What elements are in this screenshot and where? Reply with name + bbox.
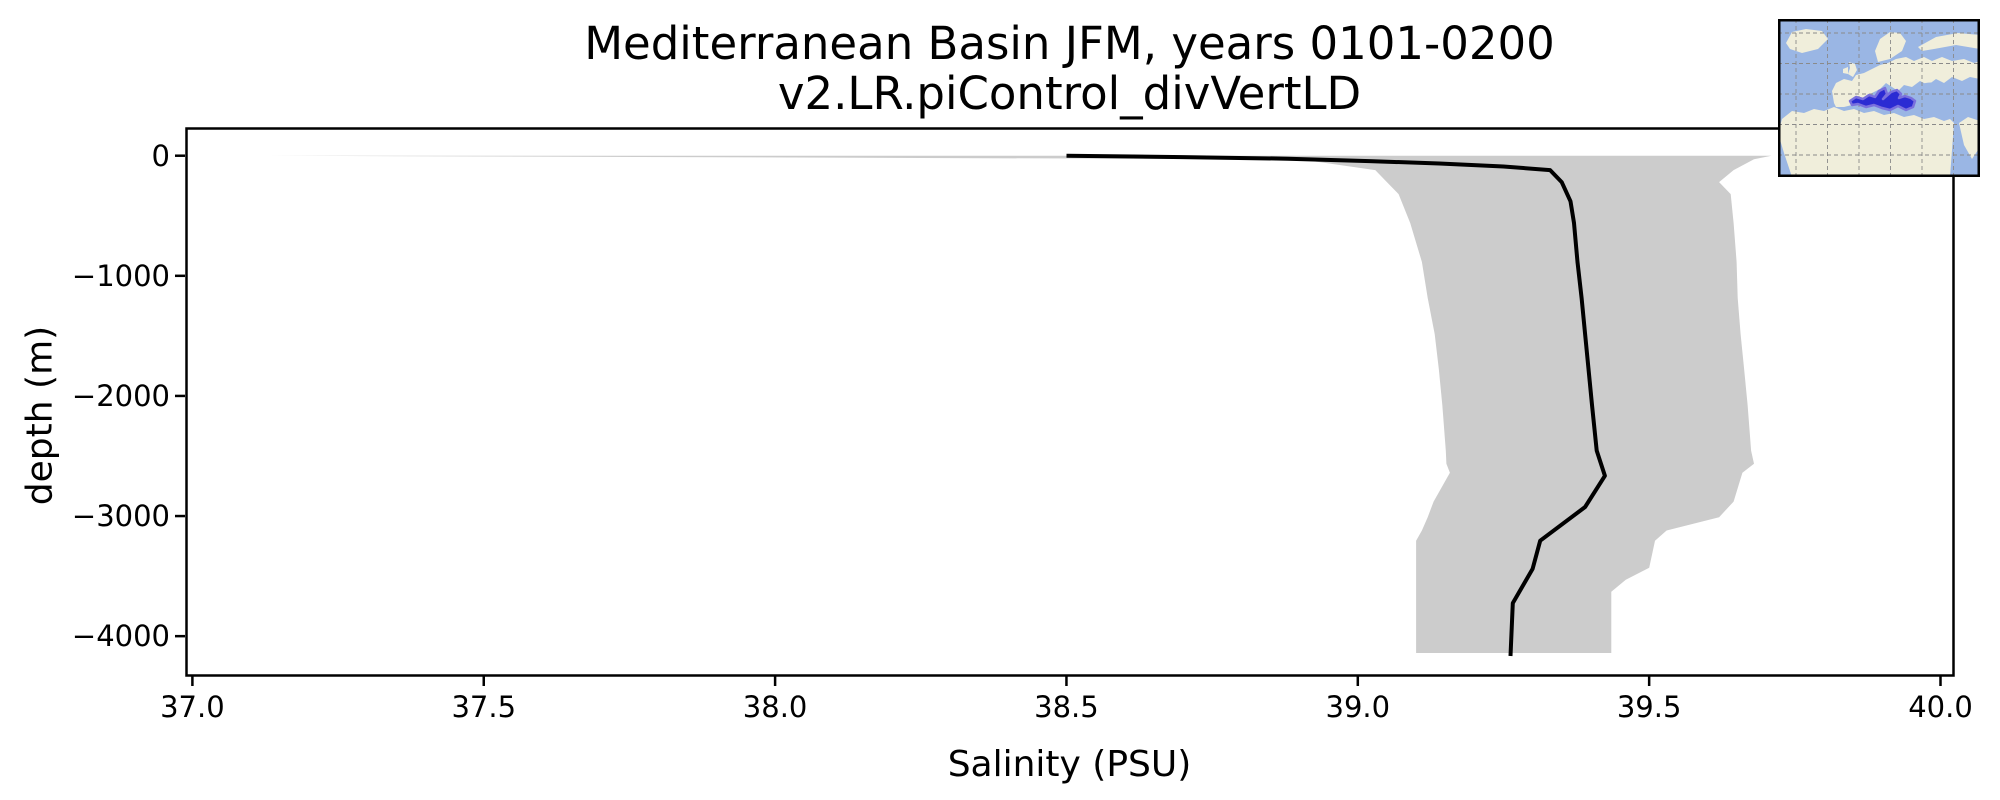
- y-tick-label: −3000: [71, 499, 170, 534]
- mediterranean-highlight: [1848, 86, 1917, 112]
- y-tick-label: −1000: [71, 258, 170, 293]
- min-max-envelope-band: [268, 155, 1772, 653]
- x-axis-label: Salinity (PSU): [947, 744, 1192, 785]
- map-border: [1778, 19, 1980, 177]
- x-tick-label: 39.0: [1325, 690, 1391, 724]
- chart-title-line-2: v2.LR.piControl_divVertLD: [777, 67, 1362, 120]
- mean-salinity-profile-line: [1066, 153, 1607, 657]
- tick-marks: [175, 154, 1942, 686]
- x-tick-label: 40.0: [1908, 690, 1973, 724]
- x-tick-label: 37.5: [451, 690, 517, 724]
- chart-title-line-1: Mediterranean Basin JFM, years 0101-0200: [584, 17, 1555, 70]
- y-tick-label: 0: [151, 138, 170, 173]
- y-axis-label: depth (m): [19, 325, 61, 506]
- x-tick-label: 38.0: [742, 690, 808, 724]
- x-tick-label: 38.5: [1034, 690, 1099, 724]
- x-tick-label: 37.0: [160, 690, 225, 724]
- y-tick-label: −2000: [71, 378, 170, 413]
- x-tick-label: 39.5: [1616, 690, 1682, 724]
- y-tick-label: −4000: [71, 619, 170, 654]
- axes-frame: [185, 127, 1955, 677]
- inset-locator-map: [1778, 19, 1980, 177]
